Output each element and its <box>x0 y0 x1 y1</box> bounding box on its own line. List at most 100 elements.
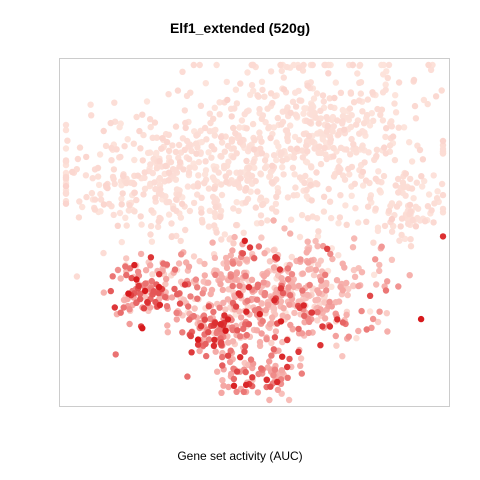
scatter-point <box>258 365 265 372</box>
scatter-point <box>425 61 432 69</box>
scatter-point <box>194 183 202 190</box>
scatter-point <box>290 283 298 291</box>
scatter-point <box>139 325 146 332</box>
scatter-point <box>327 136 334 143</box>
scatter-point <box>383 310 390 317</box>
scatter-point <box>248 276 256 283</box>
scatter-point <box>236 260 243 267</box>
scatter-point <box>223 178 230 186</box>
scatter-point <box>358 144 366 151</box>
scatter-point <box>421 218 429 225</box>
scatter-point <box>156 174 163 182</box>
scatter-point <box>386 142 394 149</box>
scatter-point <box>315 143 323 150</box>
scatter-point <box>434 188 441 195</box>
scatter-point <box>253 296 261 303</box>
scatter-point <box>269 314 276 321</box>
scatter-point <box>308 164 315 171</box>
scatter-point <box>87 101 94 108</box>
scatter-point <box>148 207 155 214</box>
scatter-point <box>176 300 184 307</box>
scatter-point <box>107 119 114 127</box>
scatter-point <box>296 137 303 144</box>
scatter-point <box>366 292 374 299</box>
scatter-point <box>357 79 365 86</box>
scatter-point <box>363 326 370 333</box>
scatter-point <box>230 382 238 389</box>
scatter-point <box>226 358 234 366</box>
scatter-point <box>266 396 273 404</box>
scatter-point <box>306 119 313 126</box>
scatter-point <box>131 261 138 269</box>
scatter-point <box>391 100 398 107</box>
scatter-point <box>216 99 223 106</box>
scatter-point <box>351 273 359 280</box>
scatter-point <box>156 271 163 278</box>
scatter-point <box>194 284 201 291</box>
scatter-point <box>407 243 415 250</box>
scatter-point <box>265 125 272 132</box>
scatter-point <box>136 290 144 297</box>
scatter-point <box>248 81 256 89</box>
scatter-point <box>134 172 142 179</box>
scatter-point <box>351 235 358 242</box>
scatter-point <box>110 166 118 173</box>
scatter-point <box>264 105 271 112</box>
scatter-point <box>224 296 231 303</box>
scatter-point <box>151 179 158 186</box>
scatter-point <box>205 185 213 192</box>
scatter-point <box>242 381 250 389</box>
scatter-point <box>376 308 383 315</box>
scatter-point <box>147 254 155 261</box>
scatter-point <box>270 346 277 353</box>
scatter-point <box>182 119 189 127</box>
scatter-point <box>295 282 302 290</box>
scatter-point <box>345 165 352 173</box>
scatter-point <box>137 213 144 220</box>
scatter-point <box>182 226 189 234</box>
scatter-point <box>260 279 267 286</box>
scatter-point <box>62 174 70 181</box>
scatter-point <box>312 297 319 304</box>
scatter-point <box>187 293 194 300</box>
scatter-point <box>343 146 350 153</box>
scatter-point <box>295 64 303 71</box>
scatter-point <box>284 265 292 272</box>
scatter-point <box>293 145 301 152</box>
scatter-point <box>256 338 264 346</box>
scatter-point <box>231 233 238 241</box>
scatter-point <box>419 183 426 190</box>
scatter-point <box>284 363 291 371</box>
scatter-point <box>104 184 111 192</box>
scatter-point <box>312 114 320 121</box>
scatter-point <box>332 332 339 340</box>
scatter-point <box>321 315 329 322</box>
scatter-point <box>314 317 321 324</box>
scatter-point <box>158 145 165 152</box>
scatter-point <box>174 87 182 94</box>
scatter-point <box>126 320 133 328</box>
scatter-point <box>211 222 218 229</box>
scatter-point <box>272 328 280 335</box>
scatter-point <box>164 329 171 336</box>
scatter-point <box>116 209 124 217</box>
scatter-point <box>312 237 319 245</box>
scatter-point <box>267 90 275 97</box>
scatter-point <box>264 217 271 224</box>
scatter-point <box>366 308 374 315</box>
scatter-point <box>315 120 322 127</box>
scatter-point <box>438 87 445 94</box>
scatter-point <box>97 190 104 198</box>
scatter-point <box>368 324 375 331</box>
scatter-point <box>254 92 261 99</box>
scatter-point <box>337 192 344 199</box>
scatter-point <box>278 121 285 128</box>
scatter-point <box>365 149 372 156</box>
scatter-point <box>252 204 259 211</box>
scatter-point <box>118 238 126 246</box>
scatter-point <box>223 259 231 266</box>
scatter-point <box>242 272 249 279</box>
scatter-point <box>162 162 169 170</box>
scatter-point <box>299 287 306 294</box>
scatter-point <box>307 181 314 189</box>
